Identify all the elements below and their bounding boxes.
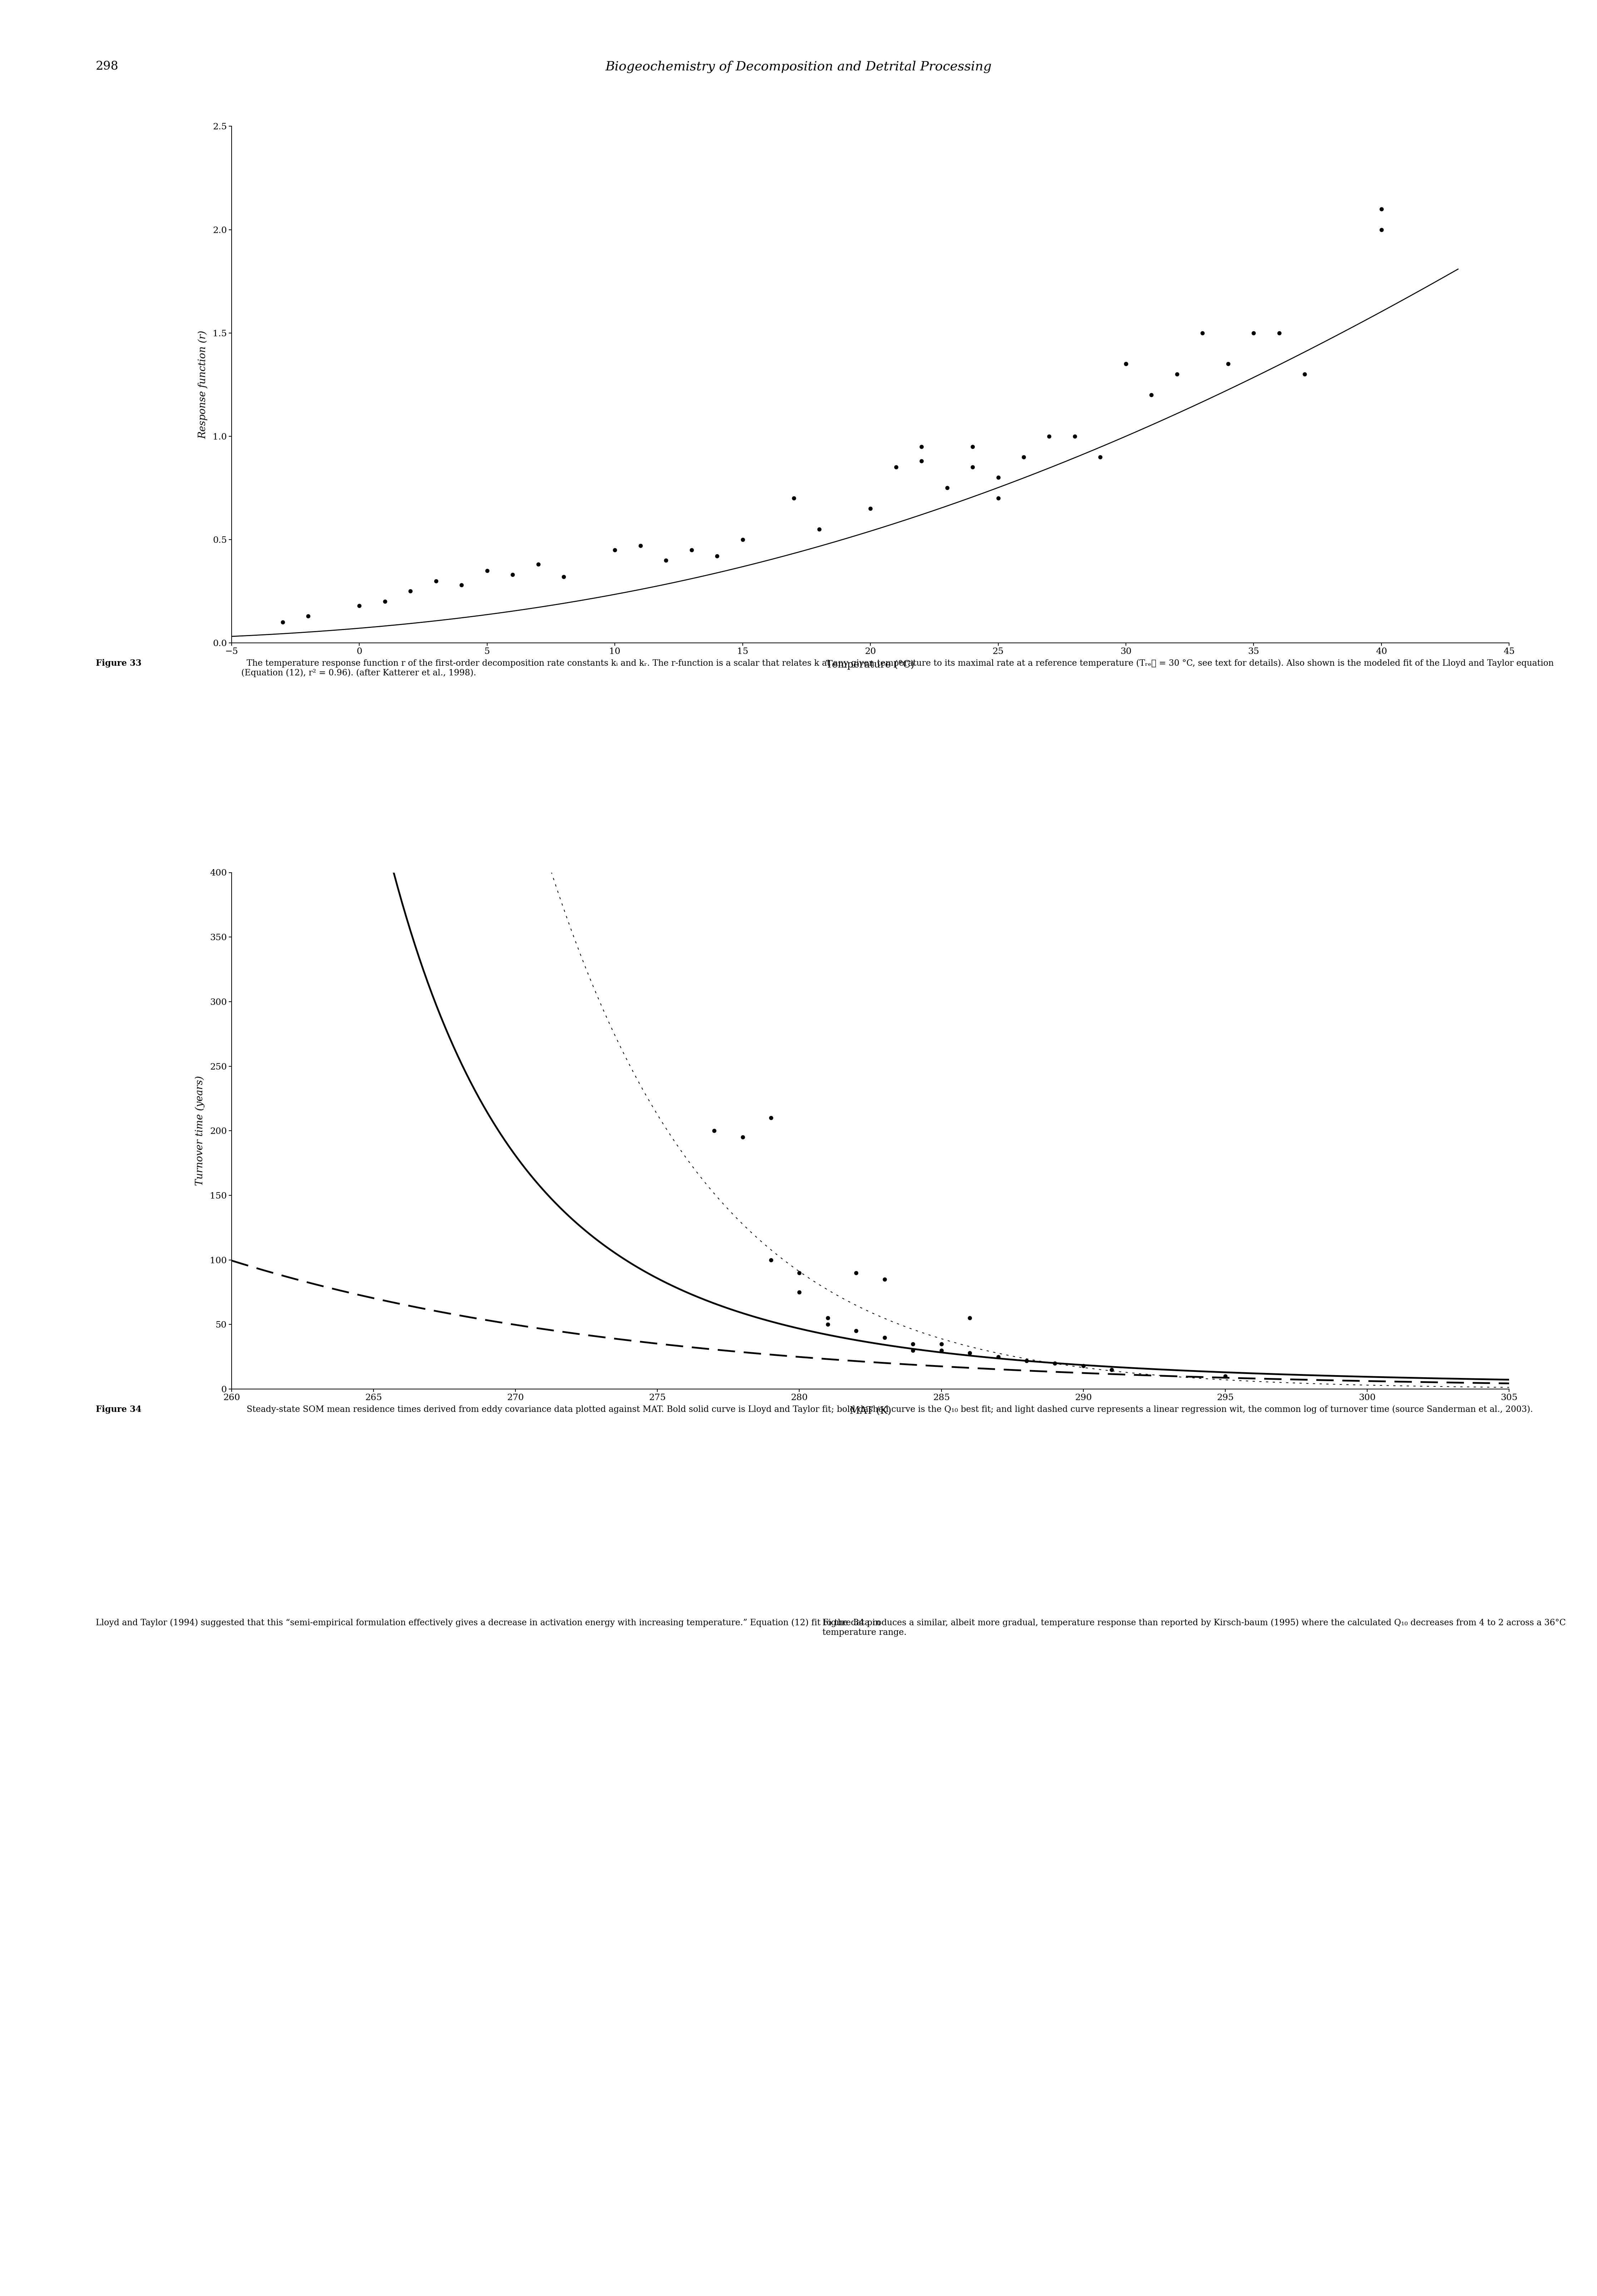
Point xyxy=(730,1118,755,1155)
Point xyxy=(901,1332,926,1368)
Point xyxy=(1113,344,1139,381)
Text: Steady-state SOM mean residence times derived from eddy covariance data plotted : Steady-state SOM mean residence times de… xyxy=(241,1405,1533,1414)
Point xyxy=(1215,344,1241,381)
Point xyxy=(1292,356,1318,393)
Point xyxy=(781,480,806,517)
Point xyxy=(957,1334,982,1371)
Point xyxy=(858,489,883,526)
Point xyxy=(701,1111,727,1148)
Point xyxy=(525,546,551,583)
Point xyxy=(653,542,679,579)
Point xyxy=(270,604,295,641)
Point xyxy=(806,510,832,546)
Text: Figure 33: Figure 33 xyxy=(96,659,142,668)
Point xyxy=(872,1261,898,1297)
Point xyxy=(985,459,1011,496)
Point xyxy=(679,533,704,569)
X-axis label: MAT (K): MAT (K) xyxy=(850,1405,891,1417)
Point xyxy=(423,563,449,599)
Point xyxy=(843,1313,869,1350)
Text: Figure 34: Figure 34 xyxy=(96,1405,142,1414)
Point xyxy=(909,443,934,480)
Text: The temperature response function r of the first-order decomposition rate consta: The temperature response function r of t… xyxy=(241,659,1554,677)
Point xyxy=(704,537,730,574)
X-axis label: Temperature (°C): Temperature (°C) xyxy=(826,659,915,670)
Point xyxy=(474,551,500,588)
Point xyxy=(1070,1348,1096,1384)
Point xyxy=(909,427,934,464)
Point xyxy=(928,1325,953,1362)
Point xyxy=(551,558,577,595)
Point xyxy=(934,468,960,505)
Point xyxy=(1164,356,1190,393)
Point xyxy=(602,533,628,569)
Text: Biogeochemistry of Decomposition and Detrital Processing: Biogeochemistry of Decomposition and Det… xyxy=(605,60,992,73)
Point xyxy=(759,1242,784,1279)
Text: Figure 34 produces a similar, albeit more gradual, temperature response than rep: Figure 34 produces a similar, albeit mor… xyxy=(822,1619,1565,1637)
Point xyxy=(730,521,755,558)
Point xyxy=(883,450,909,487)
Text: Lloyd and Taylor (1994) suggested that this “semi-empirical formulation effectiv: Lloyd and Taylor (1994) suggested that t… xyxy=(96,1619,880,1628)
Point xyxy=(814,1300,840,1336)
Y-axis label: Response function (r): Response function (r) xyxy=(198,331,208,439)
Y-axis label: Turnover time (years): Turnover time (years) xyxy=(195,1077,204,1185)
Point xyxy=(1266,315,1292,351)
Point xyxy=(957,1300,982,1336)
Point xyxy=(928,1332,953,1368)
Point xyxy=(787,1254,813,1290)
Point xyxy=(759,1100,784,1137)
Point xyxy=(843,1254,869,1290)
Point xyxy=(1099,1352,1124,1389)
Point xyxy=(500,556,525,592)
Point xyxy=(960,427,985,464)
Point xyxy=(1036,418,1062,455)
Point xyxy=(985,1339,1011,1375)
Point xyxy=(872,1318,898,1355)
Point xyxy=(1088,439,1113,475)
Point xyxy=(1139,377,1164,413)
Point xyxy=(985,480,1011,517)
Point xyxy=(1062,418,1088,455)
Point xyxy=(1241,315,1266,351)
Point xyxy=(295,597,321,634)
Point xyxy=(901,1325,926,1362)
Point xyxy=(1369,191,1394,227)
Point xyxy=(449,567,474,604)
Point xyxy=(628,528,653,565)
Point xyxy=(1014,1343,1040,1380)
Point xyxy=(372,583,398,620)
Point xyxy=(1011,439,1036,475)
Point xyxy=(1190,315,1215,351)
Point xyxy=(398,572,423,608)
Point xyxy=(787,1274,813,1311)
Text: 298: 298 xyxy=(96,62,118,71)
Point xyxy=(1113,344,1139,381)
Point xyxy=(1212,1357,1238,1394)
Point xyxy=(347,588,372,625)
Point xyxy=(1043,1345,1068,1382)
Point xyxy=(960,450,985,487)
Point xyxy=(814,1306,840,1343)
Point xyxy=(1369,211,1394,248)
